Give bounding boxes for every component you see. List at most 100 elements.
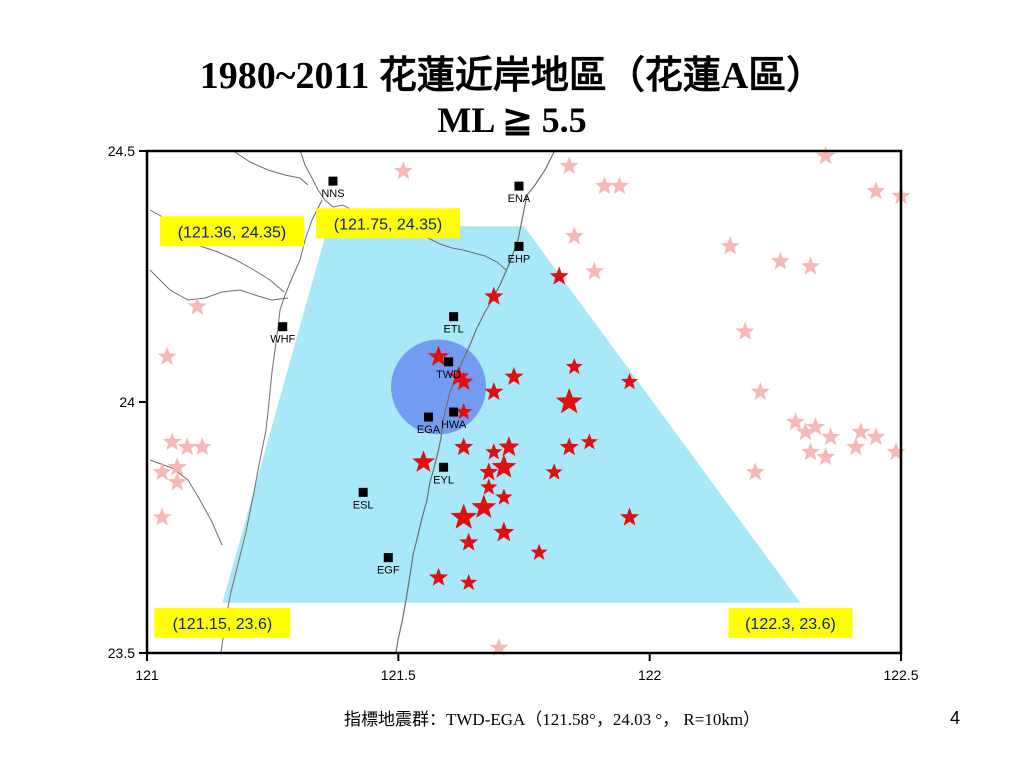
- outside-event-star: [801, 442, 820, 461]
- stations-layer: NNS ENA EHP ETL WHF TWD EGA HWA EYL ESL EGF: [270, 176, 531, 577]
- indicator-cluster-caption: 指標地震群：TWD-EGA（121.58°，24.03 °， R=10km）: [344, 710, 761, 729]
- station-marker: [444, 357, 454, 367]
- event-star: [555, 388, 583, 414]
- station-label: ETL: [444, 324, 464, 336]
- x-tick-label: 121.5: [381, 667, 416, 683]
- event-star: [485, 443, 503, 460]
- station-label: ENA: [508, 193, 531, 205]
- event-star: [549, 266, 569, 285]
- station-label: EGF: [377, 565, 400, 577]
- event-star: [495, 488, 513, 505]
- events-layer: [412, 266, 640, 590]
- event-star: [450, 503, 477, 529]
- event-star: [454, 371, 474, 390]
- corner-labels-layer: (121.36, 24.35) (121.75, 24.35) (122.3, 23…: [154, 208, 853, 638]
- event-star: [471, 494, 497, 518]
- outside-event-star: [187, 296, 207, 315]
- station-label: EHP: [508, 253, 531, 265]
- outside-event-star: [167, 457, 187, 476]
- station-marker: [423, 412, 433, 422]
- outside-event-star: [851, 422, 871, 441]
- outside-event-star: [177, 437, 197, 456]
- event-star: [479, 462, 499, 481]
- outside-event-star: [821, 427, 841, 446]
- event-star: [480, 478, 498, 495]
- county-border: [149, 269, 289, 301]
- station-marker: [358, 487, 368, 497]
- event-star: [459, 532, 479, 551]
- station-label: EGA: [417, 424, 441, 436]
- station-marker: [328, 176, 338, 186]
- outside-event-star: [167, 472, 187, 491]
- outside-event-star: [745, 462, 765, 481]
- page-number: 4: [950, 708, 961, 728]
- outside-event-star: [152, 507, 172, 526]
- outside-event-star: [610, 176, 629, 195]
- outside-event-star: [559, 156, 579, 175]
- outside-event-star: [866, 427, 886, 446]
- outside-event-star: [584, 261, 604, 280]
- station-marker: [514, 181, 524, 191]
- study-region-polygon: [222, 226, 801, 603]
- event-star: [448, 365, 470, 386]
- outside-event-star: [770, 251, 790, 270]
- station-label: TWD: [436, 369, 461, 381]
- event-star: [621, 372, 639, 390]
- x-tick-label: 122.5: [883, 667, 918, 683]
- coastline: [395, 149, 556, 653]
- x-tick-label: 122: [638, 667, 662, 683]
- slide-title-line-1: 1980~2011 花蓮近岸地區（花蓮A區）: [199, 55, 825, 97]
- outside-event-star: [801, 256, 820, 275]
- event-star: [504, 366, 524, 385]
- event-star: [460, 573, 478, 590]
- county-border: [231, 149, 309, 186]
- outside-event-star: [846, 437, 866, 456]
- event-star: [498, 436, 520, 457]
- outside-event-star: [886, 442, 906, 461]
- event-star: [491, 454, 517, 478]
- station-marker: [514, 241, 524, 251]
- outside-event-star: [157, 346, 177, 365]
- outside-event-star: [816, 146, 836, 165]
- station-label: EYL: [433, 474, 454, 486]
- station-label: HWA: [441, 419, 467, 431]
- outside-event-star: [735, 321, 755, 340]
- outside-event-star: [750, 382, 770, 401]
- study-region-layer: [222, 226, 801, 603]
- event-star: [620, 507, 640, 526]
- outside-event-star: [393, 161, 413, 180]
- station-label: WHF: [270, 334, 295, 346]
- event-star: [484, 286, 504, 305]
- station-marker: [278, 322, 288, 332]
- station-label: ESL: [353, 499, 374, 511]
- outside-event-star: [866, 181, 886, 200]
- y-tick-label: 23.5: [108, 645, 135, 661]
- corner-coordinate-label: (121.36, 24.35): [178, 224, 287, 241]
- y-tick-label: 24: [119, 394, 135, 410]
- axis-ticks-layer: 121 121.5 122 122.5 24.5 24 23.5: [108, 143, 919, 683]
- corner-coordinate-label: (121.15, 23.6): [173, 616, 273, 633]
- outside-event-star: [489, 638, 509, 657]
- corner-coordinate-label: (122.3, 23.6): [745, 616, 836, 633]
- station-marker: [439, 462, 449, 472]
- event-star: [565, 357, 583, 375]
- event-star: [412, 450, 435, 472]
- station-marker: [383, 553, 393, 563]
- corner-label-box: [159, 216, 304, 247]
- county-border: [220, 199, 323, 653]
- event-star: [580, 433, 598, 450]
- outside-event-star: [594, 176, 614, 195]
- event-star: [454, 437, 474, 456]
- station-label: NNS: [321, 188, 344, 200]
- outside-event-star: [720, 236, 740, 255]
- event-star: [545, 463, 563, 480]
- corner-label-box: [728, 607, 853, 638]
- event-star: [455, 403, 473, 420]
- corner-coordinate-label: (121.75, 24.35): [334, 216, 443, 233]
- outside-event-star: [816, 447, 836, 466]
- corner-label-box: [154, 607, 291, 638]
- outside-event-star: [192, 437, 212, 456]
- event-star: [429, 567, 449, 586]
- station-marker: [449, 312, 459, 322]
